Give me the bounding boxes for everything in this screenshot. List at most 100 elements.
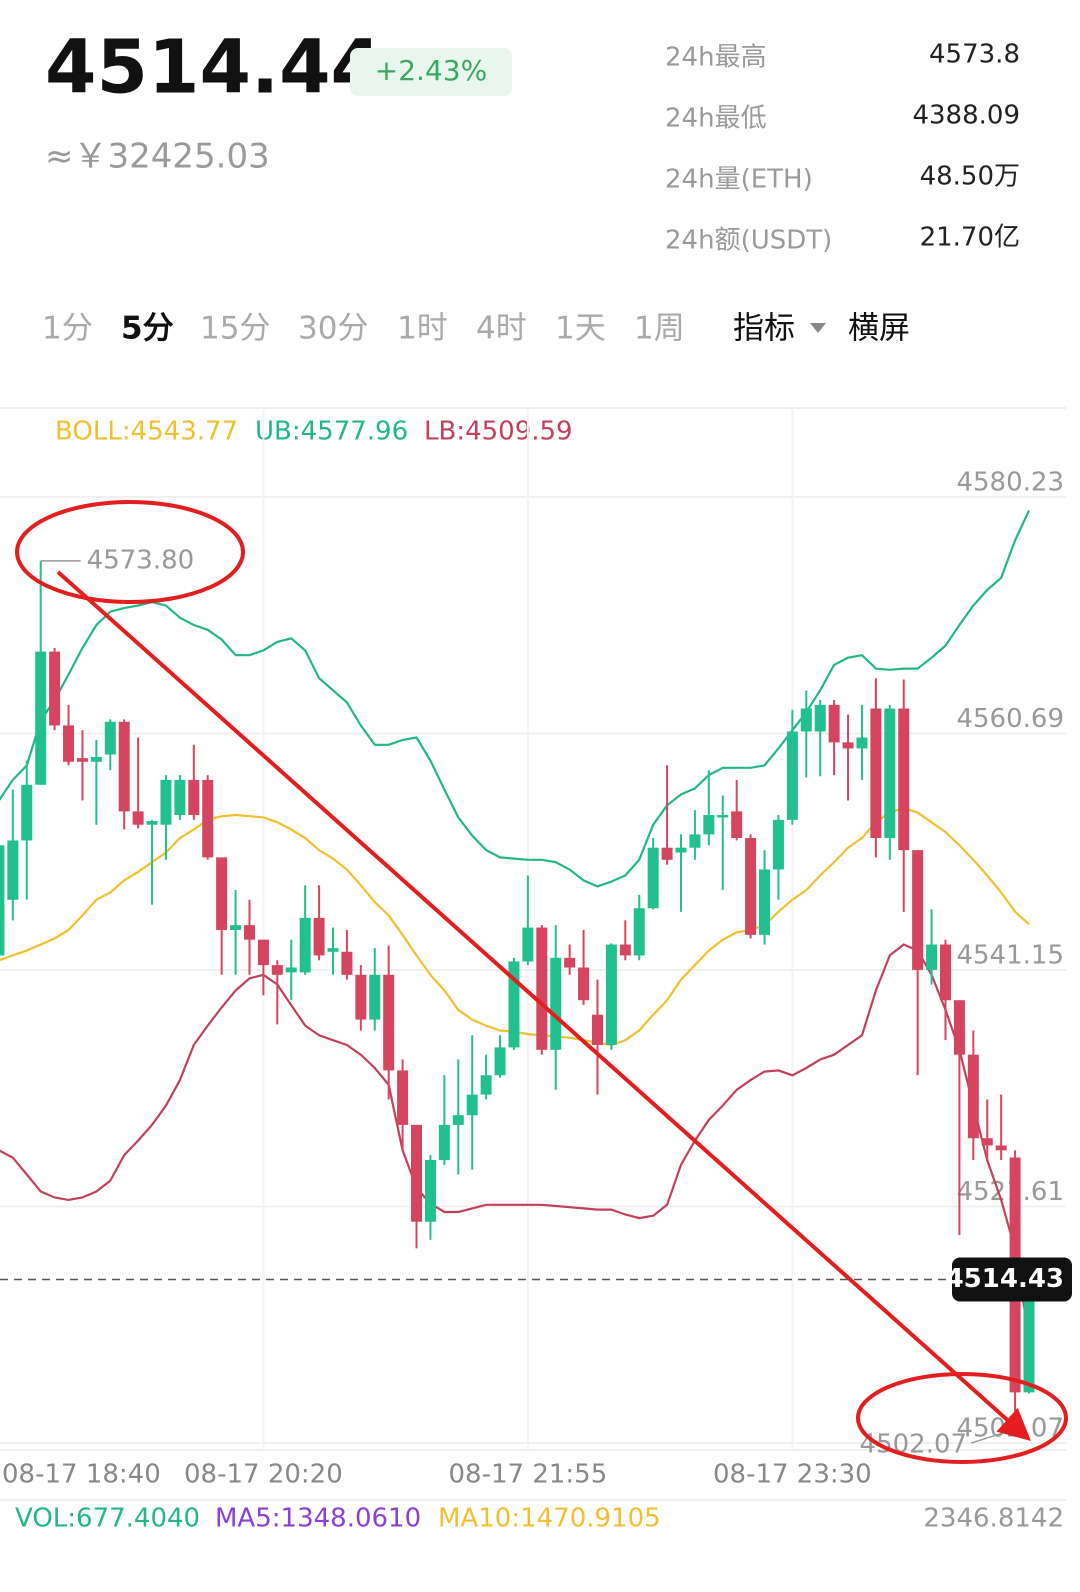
candle-body: [953, 1000, 965, 1055]
candle-body: [341, 951, 353, 975]
candle-body: [745, 838, 757, 935]
tool-button[interactable]: 横屏: [848, 311, 910, 347]
candle-body: [383, 974, 395, 1071]
candle-body: [550, 957, 562, 1050]
boll-line: [0, 510, 1030, 888]
stats: 24h最高 4573.8 24h最低 4388.09 24h量(ETH) 48.50万 24…: [665, 40, 1020, 256]
candle-body: [174, 779, 186, 816]
last-price: 4514.44: [45, 25, 382, 111]
y-tick-label: 4541.15: [956, 941, 1064, 971]
stat-label: 24h最高: [665, 43, 767, 73]
candle-body: [160, 779, 172, 825]
candle-body: [689, 834, 701, 848]
candle-body: [591, 1014, 603, 1045]
timeframe-tab[interactable]: 5分: [121, 311, 174, 347]
candle-body: [327, 948, 339, 952]
stat-label: 24h最低: [665, 104, 767, 134]
candle-body: [828, 704, 840, 743]
candle-body: [271, 965, 283, 975]
candle-body: [508, 961, 520, 1048]
candle-body: [703, 815, 715, 835]
candle-body: [369, 974, 381, 1020]
candle-body: [466, 1094, 478, 1116]
candle-body: [926, 944, 938, 970]
kline-chart: 4580.234560.694541.154521.614502.0708-17…: [0, 408, 1072, 1490]
timeframe-tab[interactable]: 1天: [555, 311, 606, 347]
candle-body: [0, 845, 5, 956]
candle-body: [731, 811, 743, 839]
candle-body: [564, 957, 576, 968]
boll-line: [0, 943, 1031, 1339]
candle-body: [104, 721, 116, 755]
candle-body: [939, 944, 951, 1001]
candle-body: [7, 840, 19, 900]
candle-body: [452, 1115, 464, 1125]
candle-body: [285, 967, 297, 973]
candle-body: [146, 821, 158, 825]
candle-body: [480, 1075, 492, 1095]
candle-body: [438, 1124, 450, 1160]
timeframe-tab[interactable]: 15分: [200, 311, 270, 347]
vol-axis-max: 2346.8142: [923, 1504, 1064, 1534]
candle-body: [90, 756, 102, 762]
candle-body: [1023, 1279, 1035, 1393]
tool-button[interactable]: 指标: [733, 311, 795, 347]
current-price-tag: [952, 1257, 1072, 1302]
candle-body: [397, 1070, 409, 1125]
legend-entry: UB:4577.96: [255, 417, 408, 447]
candle-body: [313, 917, 325, 956]
candle-body: [675, 847, 687, 853]
candle-body: [870, 708, 882, 839]
candle-body: [118, 721, 130, 812]
candle-body: [216, 857, 228, 931]
timeframe-tab[interactable]: 30分: [298, 311, 368, 347]
candle-body: [35, 651, 47, 785]
timeframe-tab[interactable]: 1周: [634, 311, 685, 347]
candle-body: [967, 1054, 979, 1139]
annotation-label: 4573.80: [87, 545, 195, 575]
candle-body: [856, 737, 868, 749]
legend-entry: LB:4509.59: [424, 417, 573, 447]
candle-body: [132, 811, 144, 825]
candle-body: [786, 731, 798, 820]
y-tick-label: 4502.07: [956, 1414, 1064, 1444]
vol-label: VOL:677.4040: [15, 1504, 200, 1534]
candle-body: [814, 704, 826, 732]
candle-body: [494, 1047, 506, 1076]
y-tick-label: 4560.69: [956, 704, 1064, 734]
candle-body: [188, 779, 200, 816]
timeframe-tab[interactable]: 1分: [42, 311, 93, 347]
candle-body: [522, 927, 534, 962]
candle-body: [898, 708, 910, 851]
timeframe-tab[interactable]: 1时: [397, 311, 448, 347]
candle-body: [76, 758, 88, 762]
timeframe-tab[interactable]: 4时: [476, 311, 527, 347]
stat-label: 24h额(USDT): [665, 226, 832, 256]
candle-body: [884, 708, 896, 839]
candle-body: [842, 742, 854, 749]
candle-body: [21, 784, 33, 841]
x-tick-label: 08-17 21:55: [449, 1460, 608, 1490]
candle-body: [257, 939, 269, 966]
candle-body: [647, 847, 659, 909]
x-tick-label: 08-17 20:20: [184, 1460, 343, 1490]
candle-body: [355, 974, 367, 1020]
candle-body: [424, 1159, 436, 1222]
candle-body: [995, 1145, 1007, 1151]
ma5-label: MA5:1348.0610: [215, 1504, 421, 1534]
x-tick-label: 08-17 23:30: [713, 1460, 872, 1490]
current-price-label: 4514.43: [946, 1264, 1064, 1294]
stat-value: 48.50万: [920, 162, 1020, 192]
candle-body: [605, 944, 617, 1045]
candle-body: [661, 847, 673, 860]
candle-body: [633, 908, 645, 956]
candle-body: [619, 944, 631, 956]
candle-body: [981, 1138, 993, 1146]
dropdown-icon: [810, 323, 826, 333]
candle-body: [800, 708, 812, 732]
legend-entry: BOLL:4543.77: [55, 417, 238, 447]
candle-body: [772, 819, 784, 870]
candle-body: [63, 725, 75, 762]
